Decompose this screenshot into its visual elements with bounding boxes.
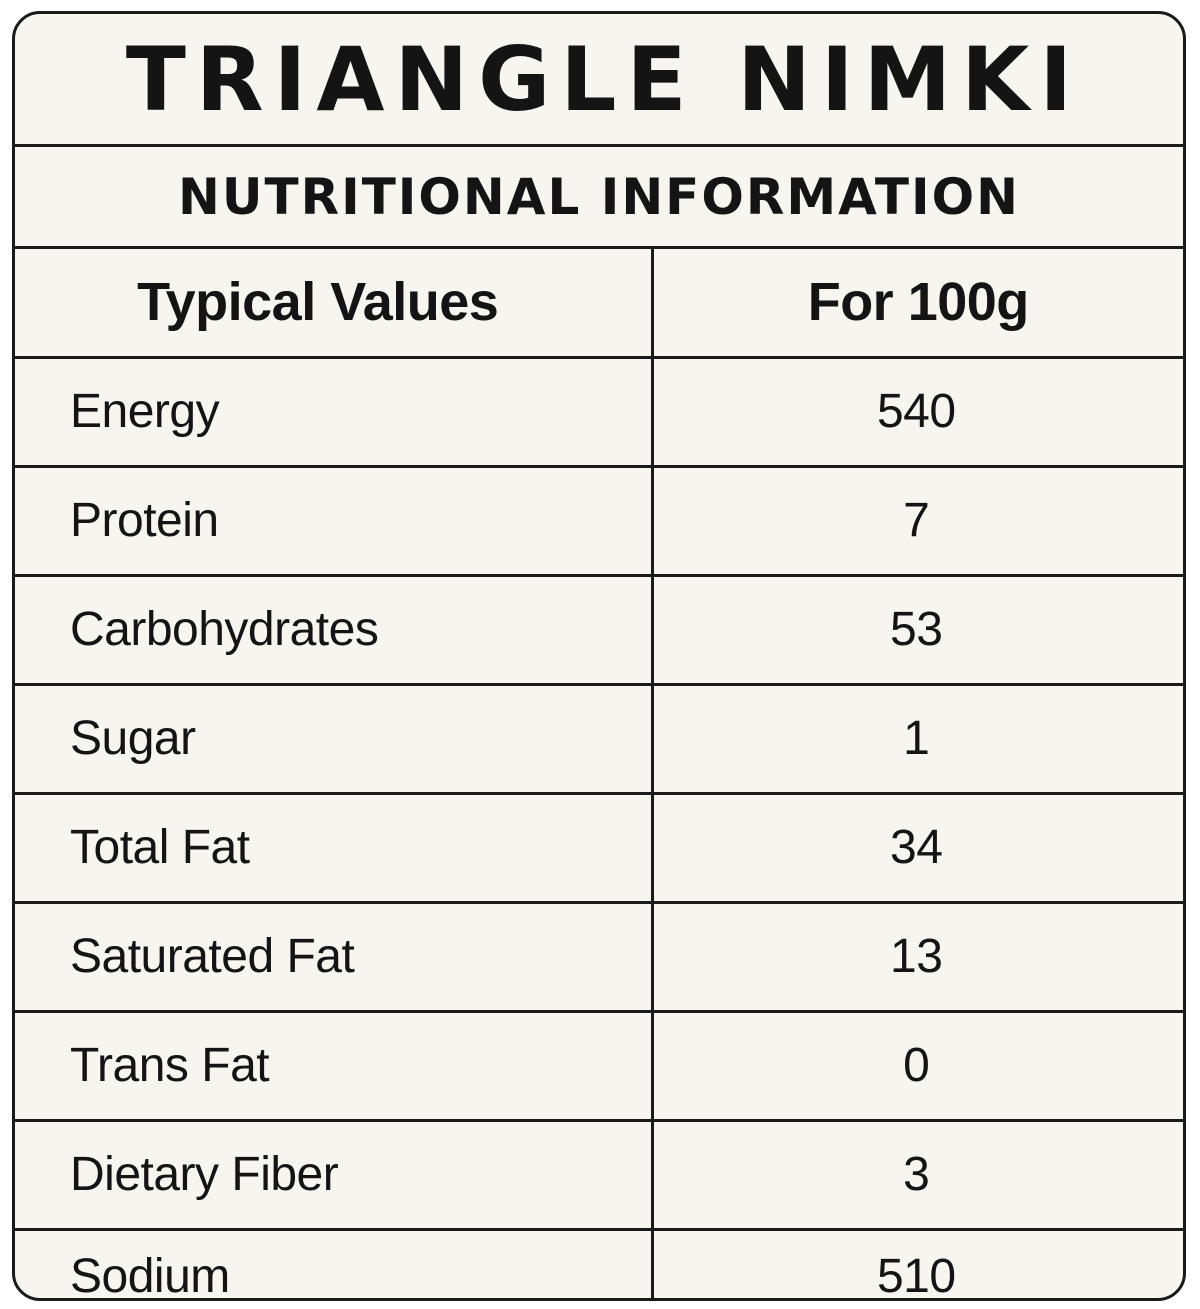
subtitle-row: NUTRITIONAL INFORMATION: [15, 147, 1183, 249]
table-row: Energy 540: [15, 357, 1183, 466]
section-heading: NUTRITIONAL INFORMATION: [178, 168, 1020, 226]
table-row: Sodium 510: [15, 1229, 1183, 1301]
table-row: Saturated Fat 13: [15, 902, 1183, 1011]
nutrient-value: 540: [652, 357, 1183, 466]
table-row: Trans Fat 0: [15, 1011, 1183, 1120]
title-row: TRIANGLE NIMKI: [15, 14, 1183, 147]
nutrition-table: Typical Values For 100g Energy 540 Prote…: [15, 249, 1183, 1301]
column-header-per-100g: For 100g: [652, 249, 1183, 357]
product-title: TRIANGLE NIMKI: [116, 28, 1082, 131]
nutrient-name: Protein: [15, 466, 652, 575]
nutrient-value: 53: [652, 575, 1183, 684]
nutrient-value: 3: [652, 1120, 1183, 1229]
nutrient-name: Sugar: [15, 684, 652, 793]
nutrient-name: Carbohydrates: [15, 575, 652, 684]
table-row: Dietary Fiber 3: [15, 1120, 1183, 1229]
table-row: Protein 7: [15, 466, 1183, 575]
nutrition-label: TRIANGLE NIMKI NUTRITIONAL INFORMATION T…: [12, 11, 1186, 1301]
nutrient-name: Dietary Fiber: [15, 1120, 652, 1229]
nutrient-name: Trans Fat: [15, 1011, 652, 1120]
nutrient-name: Saturated Fat: [15, 902, 652, 1011]
nutrient-value: 7: [652, 466, 1183, 575]
column-header-typical-values: Typical Values: [15, 249, 652, 357]
nutrient-value: 0: [652, 1011, 1183, 1120]
table-header-row: Typical Values For 100g: [15, 249, 1183, 357]
table-row: Total Fat 34: [15, 793, 1183, 902]
nutrient-name: Sodium: [15, 1229, 652, 1301]
table-row: Carbohydrates 53: [15, 575, 1183, 684]
nutrient-name: Total Fat: [15, 793, 652, 902]
nutrient-value: 510: [652, 1229, 1183, 1301]
table-row: Sugar 1: [15, 684, 1183, 793]
nutrient-value: 1: [652, 684, 1183, 793]
nutrient-value: 13: [652, 902, 1183, 1011]
nutrient-name: Energy: [15, 357, 652, 466]
nutrient-value: 34: [652, 793, 1183, 902]
